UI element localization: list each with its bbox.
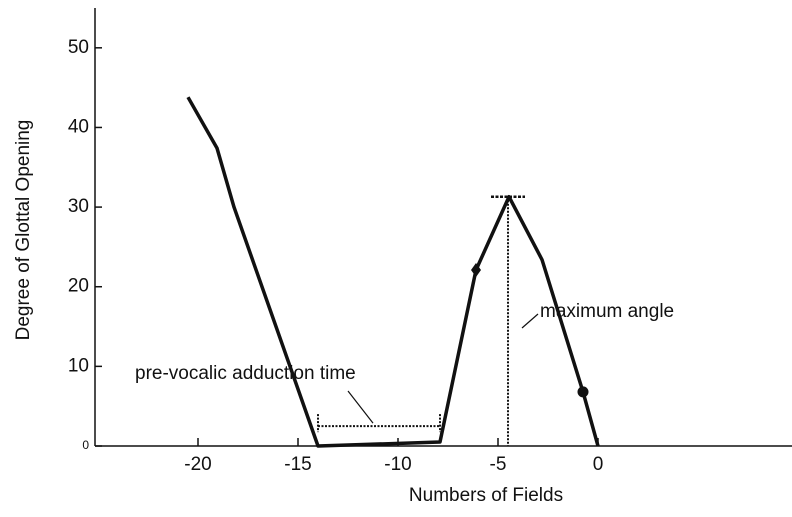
annotation-pointer [521, 313, 539, 329]
x-tick-label: -5 [490, 454, 507, 475]
y-tick-label: 0 [82, 438, 89, 452]
annotation-pointer [347, 390, 374, 424]
x-tick-label: 0 [593, 454, 604, 475]
marker [471, 263, 481, 278]
x-tick-label: -15 [284, 454, 311, 475]
annotation-text: pre-vocalic adduction time [135, 363, 356, 384]
x-axis-label: Numbers of Fields [409, 485, 563, 506]
x-tick-label: -20 [184, 454, 211, 475]
annotation-bracket [317, 414, 441, 433]
y-tick-label: 40 [68, 116, 89, 137]
y-tick-label: 30 [68, 196, 89, 217]
y-tick-label: 50 [68, 37, 89, 58]
data-line [186, 96, 600, 448]
marker [577, 386, 589, 398]
y-axis-label: Degree of Glottal Opening [13, 120, 34, 341]
x-tick-label: -10 [384, 454, 411, 475]
y-tick-label: 20 [68, 276, 89, 297]
annotation-text: maximum angle [540, 301, 674, 322]
y-tick-label: 10 [68, 355, 89, 376]
